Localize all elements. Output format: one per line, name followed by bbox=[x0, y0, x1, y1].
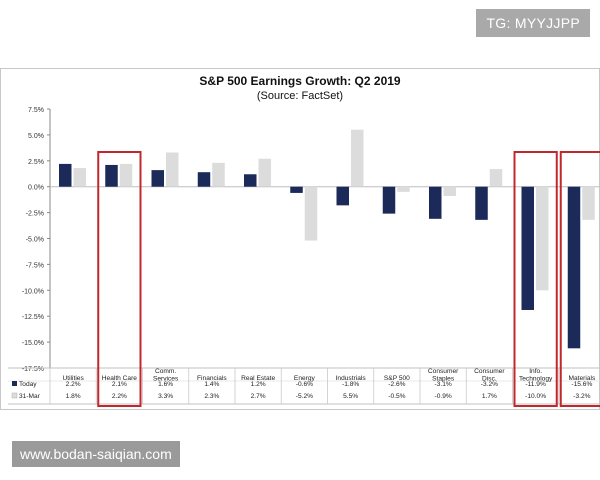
data-label-today: 2.1% bbox=[112, 381, 127, 388]
chart-subtitle: (Source: FactSet) bbox=[257, 90, 343, 102]
data-label-mar31: 2.2% bbox=[112, 393, 127, 400]
data-label-mar31: -0.9% bbox=[435, 393, 452, 400]
bar-mar31 bbox=[397, 186, 410, 192]
y-tick-label: 0.0% bbox=[28, 185, 44, 192]
category-label: Comm. bbox=[155, 368, 176, 375]
data-label-today: 1.2% bbox=[251, 381, 266, 388]
bar-mar31 bbox=[489, 169, 503, 187]
bar-mar31 bbox=[582, 186, 595, 220]
bar-mar31 bbox=[304, 186, 318, 241]
legend-swatch-today bbox=[12, 381, 17, 386]
highlight-box bbox=[559, 151, 600, 407]
y-tick-label: -5.0% bbox=[26, 237, 44, 244]
data-label-today: -1.8% bbox=[342, 381, 359, 388]
y-tick-label: -10.0% bbox=[22, 288, 44, 295]
bar-today bbox=[429, 186, 442, 219]
data-label-today: -3.2% bbox=[481, 381, 498, 388]
category-label: Consumer bbox=[474, 368, 505, 375]
legend-label-today: Today bbox=[19, 381, 37, 388]
highlight-box bbox=[513, 151, 558, 407]
category-label: Energy bbox=[294, 375, 316, 382]
data-label-today: -15.6% bbox=[571, 381, 592, 388]
y-tick-label: -2.5% bbox=[26, 211, 44, 218]
category-label: Financials bbox=[197, 375, 227, 382]
legend-swatch-mar31 bbox=[11, 392, 18, 399]
bar-today bbox=[475, 186, 488, 220]
bar-mar31 bbox=[166, 152, 179, 187]
y-tick-label: -12.5% bbox=[22, 314, 44, 321]
bar-today bbox=[197, 172, 211, 187]
category-label: S&P 500 bbox=[384, 375, 410, 382]
data-label-mar31: 2.7% bbox=[251, 393, 266, 400]
bar-mar31 bbox=[73, 168, 86, 187]
data-label-today: -0.6% bbox=[296, 381, 313, 388]
bar-today bbox=[521, 186, 534, 310]
watermark-top: TG: MYYJJPP bbox=[476, 9, 590, 37]
data-label-mar31: -0.5% bbox=[388, 393, 405, 400]
bar-today bbox=[290, 186, 303, 193]
category-label: Services bbox=[153, 376, 179, 383]
bar-mar31 bbox=[443, 186, 456, 197]
data-label-mar31: -3.2% bbox=[573, 393, 590, 400]
y-tick-label: -15.0% bbox=[22, 340, 44, 347]
y-tick-label: 5.0% bbox=[28, 133, 44, 140]
data-label-today: 1.6% bbox=[158, 381, 173, 388]
bar-today bbox=[336, 186, 349, 206]
category-label: Utilities bbox=[63, 375, 85, 382]
category-label: Info. bbox=[529, 368, 542, 375]
data-label-mar31: 1.7% bbox=[482, 393, 497, 400]
data-label-today: -11.9% bbox=[525, 381, 546, 388]
chart-frame: S&P 500 Earnings Growth: Q2 2019 (Source… bbox=[0, 68, 600, 410]
data-label-today: 1.4% bbox=[204, 381, 219, 388]
bar-today bbox=[382, 186, 396, 214]
data-label-today: -3.1% bbox=[435, 381, 452, 388]
bar-mar31 bbox=[258, 158, 271, 187]
highlight-box bbox=[97, 151, 142, 407]
data-label-today: -2.6% bbox=[388, 381, 405, 388]
category-label: Real Estate bbox=[241, 375, 275, 382]
bar-mar31 bbox=[536, 186, 549, 291]
data-label-mar31: 5.5% bbox=[343, 393, 358, 400]
plot-area: 7.5% 5.0% 2.5% 0.0% -2.5% -5.0% -7.5% -10.0% -12… bbox=[8, 107, 600, 407]
category-label: Materials bbox=[569, 375, 596, 382]
category-label: Staples bbox=[432, 376, 455, 383]
y-tick-label: -17.5% bbox=[22, 366, 44, 373]
bar-today bbox=[567, 186, 581, 349]
category-label: Industrials bbox=[336, 375, 367, 382]
bar-today bbox=[244, 174, 257, 187]
bar-mar31 bbox=[212, 162, 225, 187]
y-tick-label: 2.5% bbox=[28, 159, 44, 166]
data-label-mar31: -10.0% bbox=[525, 393, 546, 400]
bar-today bbox=[105, 164, 118, 187]
y-tick-label: 7.5% bbox=[28, 107, 44, 114]
y-tick-label: -7.5% bbox=[26, 262, 44, 269]
category-label: Consumer bbox=[428, 368, 459, 375]
chart-title: S&P 500 Earnings Growth: Q2 2019 bbox=[199, 74, 401, 88]
data-label-mar31: 1.8% bbox=[66, 393, 81, 400]
watermark-bottom: www.bodan-saiqian.com bbox=[12, 441, 180, 467]
bar-today bbox=[59, 163, 72, 187]
data-label-today: 2.2% bbox=[66, 381, 81, 388]
category-label: Disc. bbox=[482, 376, 497, 383]
category-label: Technology bbox=[519, 376, 553, 383]
data-label-mar31: -5.2% bbox=[296, 393, 313, 400]
data-label-mar31: 2.3% bbox=[204, 393, 219, 400]
data-label-mar31: 3.3% bbox=[158, 393, 173, 400]
bar-today bbox=[151, 170, 164, 187]
bar-mar31 bbox=[351, 129, 364, 187]
category-label: Health Care bbox=[102, 375, 138, 382]
bar-mar31 bbox=[119, 163, 133, 187]
legend-label-mar31: 31-Mar bbox=[19, 393, 41, 400]
